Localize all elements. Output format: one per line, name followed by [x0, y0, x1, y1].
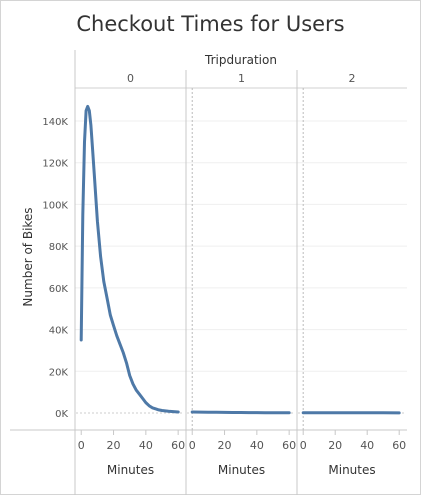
- y-tick-label: 80K: [49, 242, 69, 253]
- y-tick-label: 40K: [49, 326, 69, 337]
- panel-header-label: 2: [349, 72, 356, 85]
- x-tick-label: 40: [250, 439, 264, 452]
- y-tick-label: 60K: [49, 284, 69, 295]
- y-axis-label: Number of Bikes: [21, 207, 35, 306]
- column-header: Tripduration: [204, 53, 277, 67]
- x-tick-label: 60: [171, 439, 185, 452]
- x-tick-label: 60: [392, 439, 406, 452]
- panel-header-label: 1: [238, 72, 245, 85]
- x-tick-label: 20: [218, 439, 232, 452]
- x-tick-label: 40: [139, 439, 153, 452]
- series-line: [190, 410, 291, 415]
- x-axis-label: Minutes: [218, 463, 265, 477]
- y-tick-label: 120K: [42, 159, 68, 170]
- y-tick-label: 100K: [42, 200, 68, 211]
- y-tick-label: 0K: [55, 409, 68, 420]
- x-tick-label: 0: [300, 439, 307, 452]
- x-tick-label: 40: [360, 439, 374, 452]
- series-line: [79, 104, 180, 414]
- x-tick-label: 60: [282, 439, 296, 452]
- panel-header-label: 0: [127, 72, 134, 85]
- x-tick-label: 0: [189, 439, 196, 452]
- y-tick-label: 20K: [49, 367, 69, 378]
- chart-title: Checkout Times for Users: [76, 12, 345, 36]
- x-tick-label: 20: [107, 439, 121, 452]
- x-tick-label: 20: [328, 439, 342, 452]
- x-axis-label: Minutes: [328, 463, 375, 477]
- x-tick-label: 0: [78, 439, 85, 452]
- x-axis-label: Minutes: [107, 463, 154, 477]
- y-tick-label: 140K: [42, 117, 68, 128]
